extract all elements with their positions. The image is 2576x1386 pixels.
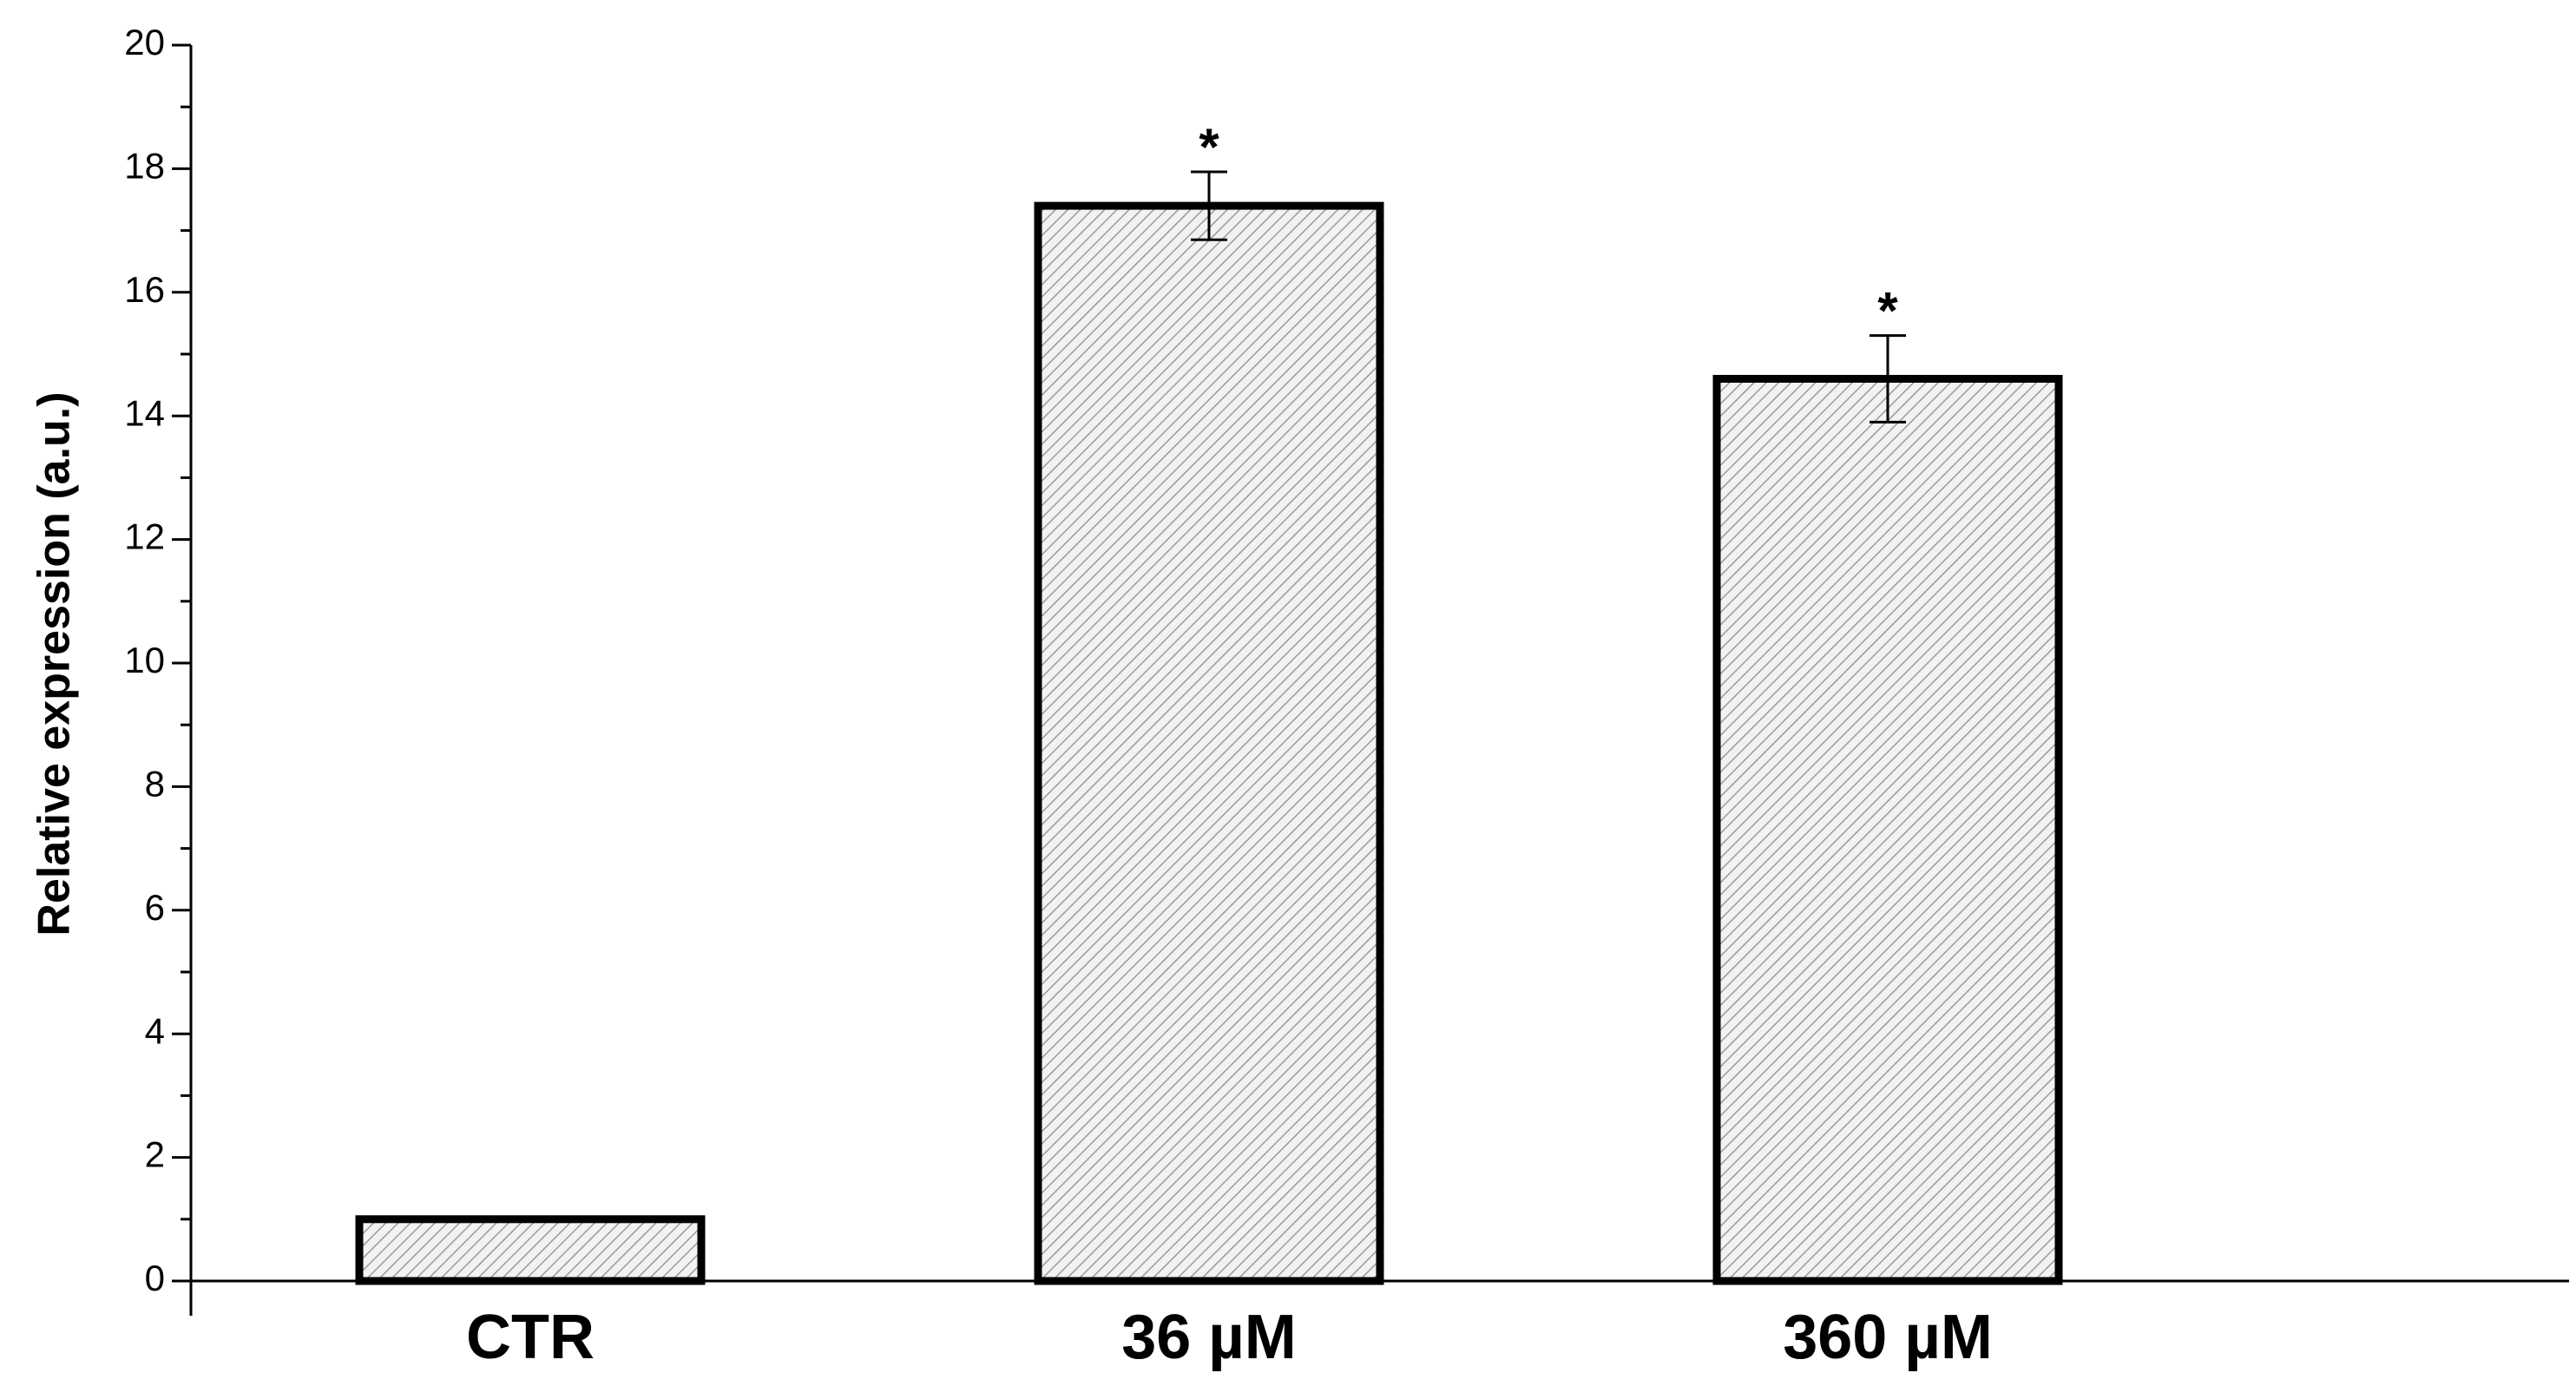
y-tick-label: 2 bbox=[145, 1134, 165, 1175]
bar bbox=[355, 1215, 706, 1285]
annotation: * bbox=[1199, 118, 1219, 176]
x-tick-label: 36 µM bbox=[1121, 1303, 1297, 1372]
x-tick-label: 360 µM bbox=[1783, 1303, 1993, 1372]
bar bbox=[1712, 374, 2063, 1285]
y-tick-label: 16 bbox=[124, 269, 165, 310]
y-tick-label: 8 bbox=[145, 763, 165, 804]
annotation: * bbox=[1877, 282, 1898, 340]
y-tick-label: 0 bbox=[145, 1258, 165, 1298]
y-axis-label: Relative expression (a.u.) bbox=[30, 391, 80, 936]
y-tick-label: 12 bbox=[124, 516, 165, 557]
y-tick-label: 4 bbox=[145, 1010, 165, 1051]
y-tick-label: 14 bbox=[124, 392, 165, 433]
bar bbox=[1034, 201, 1384, 1285]
y-tick-label: 20 bbox=[124, 22, 165, 62]
y-tick-label: 10 bbox=[124, 640, 165, 680]
y-tick-label: 18 bbox=[124, 145, 165, 186]
y-tick-label: 6 bbox=[145, 887, 165, 928]
x-tick-label: CTR bbox=[466, 1303, 595, 1372]
